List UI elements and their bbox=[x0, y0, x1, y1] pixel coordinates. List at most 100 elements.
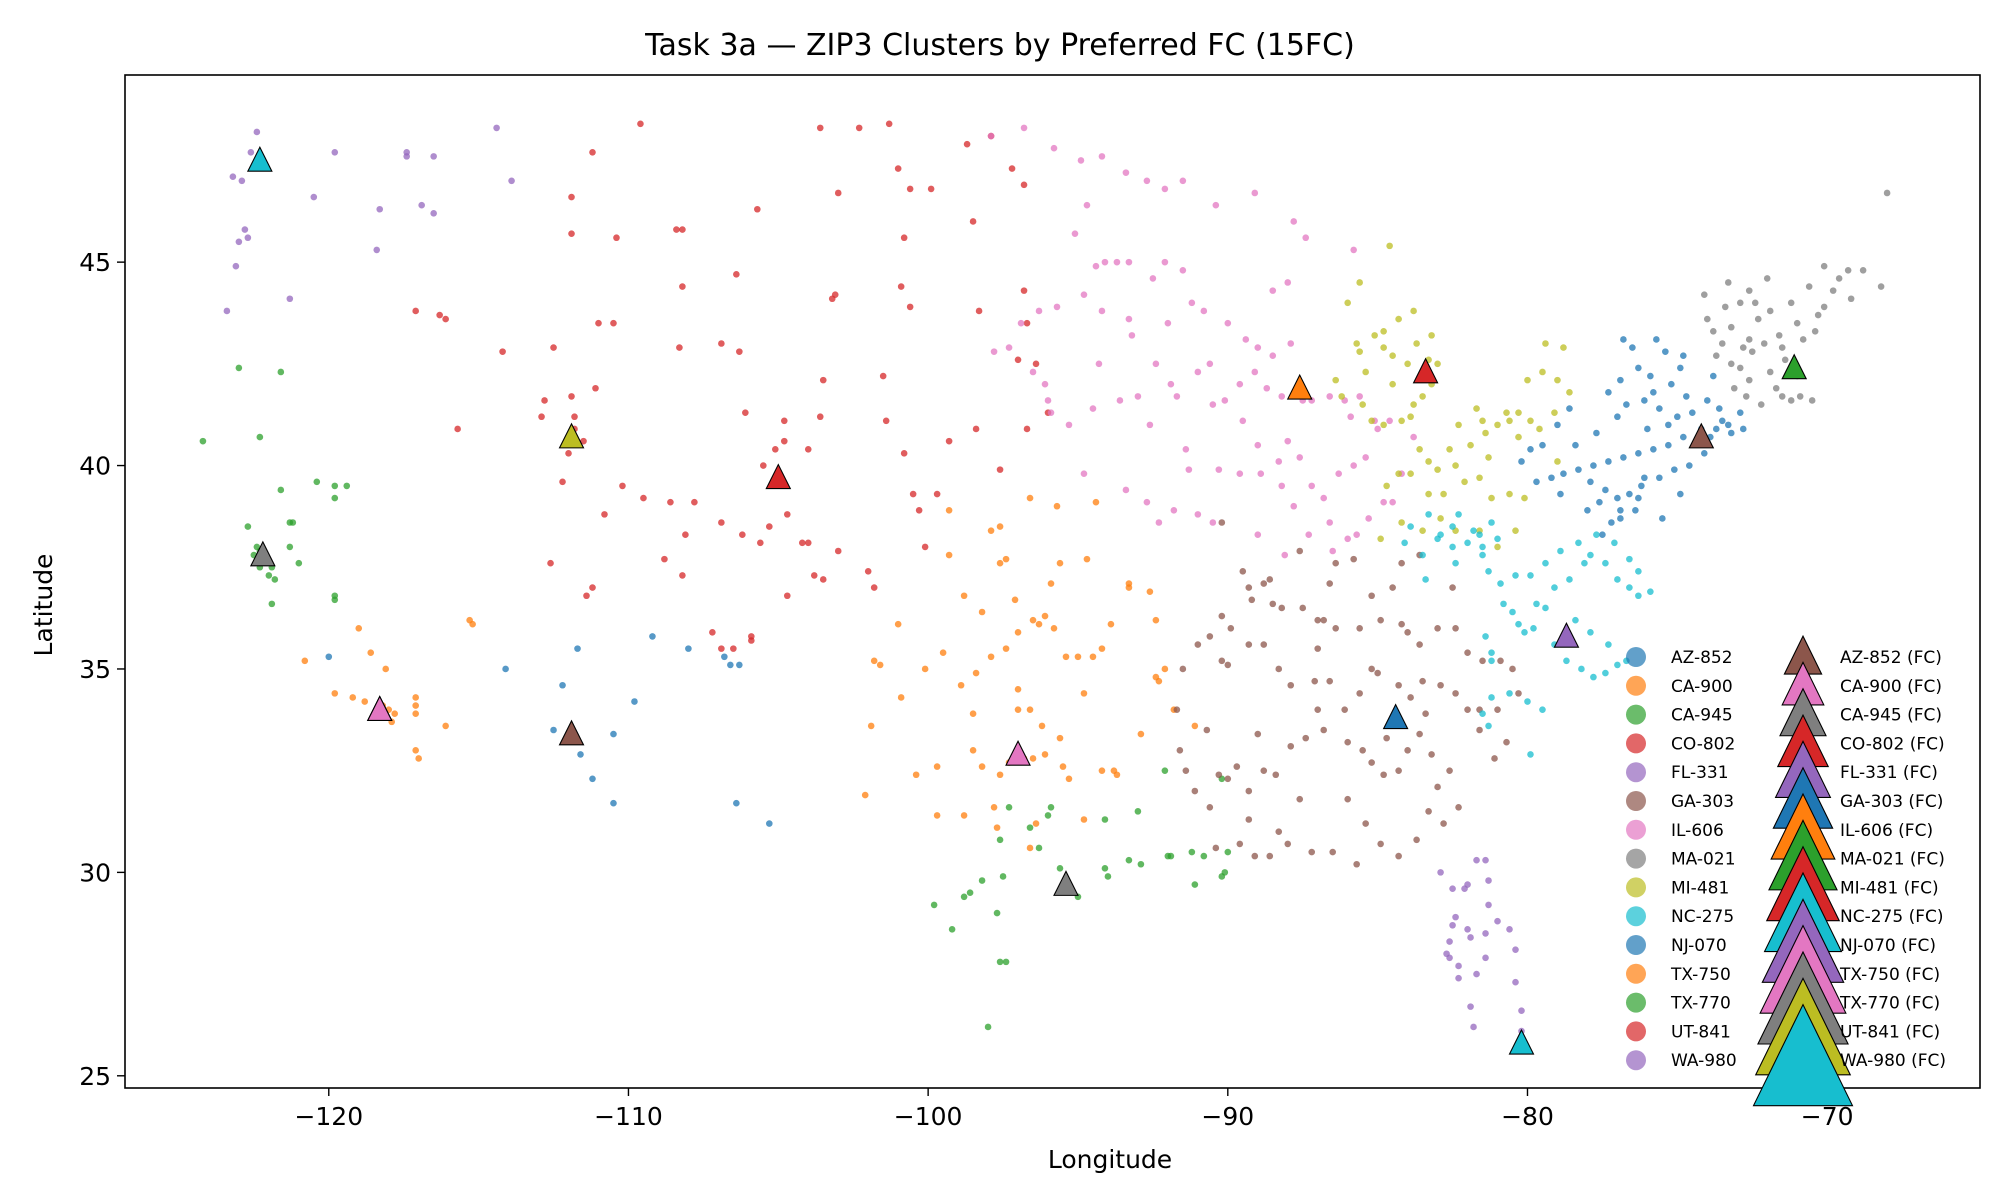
y-tick-label: 45 bbox=[79, 248, 111, 277]
data-point bbox=[244, 523, 252, 530]
data-point bbox=[1380, 771, 1387, 779]
data-point bbox=[906, 185, 914, 193]
legend-label: NC-275 bbox=[1671, 907, 1734, 927]
data-point bbox=[1113, 258, 1121, 266]
data-point bbox=[1572, 616, 1579, 624]
data-point bbox=[718, 519, 725, 526]
data-point bbox=[376, 205, 384, 213]
fc-triangle-marker bbox=[249, 540, 276, 567]
data-point bbox=[1095, 360, 1103, 368]
data-point bbox=[1032, 820, 1040, 827]
data-point bbox=[1434, 783, 1441, 791]
data-point bbox=[235, 364, 243, 372]
data-point bbox=[1008, 165, 1016, 172]
data-point bbox=[921, 543, 929, 551]
legend-label: GA-303 bbox=[1671, 792, 1734, 812]
data-point bbox=[804, 445, 812, 453]
data-point bbox=[1703, 397, 1711, 404]
data-point bbox=[1251, 189, 1259, 197]
data-point bbox=[1437, 531, 1444, 539]
data-point bbox=[1314, 645, 1322, 652]
data-point bbox=[861, 791, 869, 799]
data-point bbox=[1152, 616, 1160, 624]
data-point bbox=[1170, 507, 1178, 514]
legend-label: NJ-070 bbox=[1671, 936, 1727, 956]
data-point bbox=[1092, 498, 1100, 506]
data-point bbox=[679, 226, 686, 233]
data-point bbox=[1437, 681, 1444, 689]
data-point bbox=[1332, 559, 1339, 567]
y-tick-label: 30 bbox=[79, 858, 111, 887]
data-point bbox=[1269, 600, 1277, 608]
data-point bbox=[1026, 844, 1034, 852]
data-point bbox=[1395, 315, 1402, 323]
data-point bbox=[1146, 588, 1154, 595]
data-point bbox=[867, 722, 875, 730]
data-point bbox=[834, 547, 842, 555]
data-point bbox=[1200, 852, 1208, 860]
data-point bbox=[1002, 645, 1010, 652]
data-point bbox=[1665, 421, 1672, 429]
data-point bbox=[235, 238, 243, 246]
data-point bbox=[1485, 722, 1492, 730]
data-point bbox=[1787, 397, 1795, 404]
data-point bbox=[1494, 543, 1501, 551]
data-point bbox=[1425, 490, 1432, 498]
data-point bbox=[1395, 767, 1402, 774]
data-point bbox=[1566, 576, 1573, 583]
data-point bbox=[1650, 389, 1657, 396]
data-point bbox=[1107, 620, 1115, 628]
data-point bbox=[754, 205, 761, 213]
data-point bbox=[1026, 824, 1034, 831]
data-point bbox=[1742, 393, 1750, 400]
data-point bbox=[879, 372, 887, 380]
data-point bbox=[783, 511, 791, 518]
data-point bbox=[1434, 360, 1441, 368]
fc-markers bbox=[246, 146, 1808, 1055]
data-point bbox=[948, 926, 956, 933]
data-point bbox=[1299, 604, 1307, 612]
data-point bbox=[1263, 384, 1271, 392]
data-point bbox=[1575, 466, 1582, 473]
data-point bbox=[1224, 319, 1232, 327]
data-point bbox=[1527, 572, 1534, 579]
data-point bbox=[1083, 555, 1091, 563]
legend-fc-label: UT-841 (FC) bbox=[1840, 1022, 1940, 1042]
data-point bbox=[1224, 775, 1232, 783]
data-point bbox=[1248, 596, 1256, 604]
data-point bbox=[1820, 303, 1828, 311]
data-point bbox=[277, 368, 285, 376]
data-point bbox=[1437, 869, 1444, 876]
data-point bbox=[1709, 328, 1717, 335]
data-point bbox=[310, 193, 318, 201]
data-point bbox=[1056, 559, 1064, 567]
data-point bbox=[1050, 624, 1058, 632]
data-point bbox=[1814, 311, 1822, 319]
data-point bbox=[748, 633, 755, 640]
data-point bbox=[1239, 568, 1247, 575]
data-point bbox=[1284, 437, 1292, 445]
data-point bbox=[1356, 393, 1363, 400]
data-point bbox=[1476, 726, 1483, 734]
data-point bbox=[1554, 376, 1561, 384]
data-point bbox=[1452, 462, 1459, 469]
data-point bbox=[972, 669, 980, 677]
data-point bbox=[1056, 734, 1064, 742]
data-point bbox=[1374, 669, 1381, 677]
data-point bbox=[1182, 767, 1190, 774]
data-point bbox=[757, 539, 764, 547]
data-point bbox=[894, 620, 902, 628]
data-point bbox=[1763, 275, 1771, 282]
data-point bbox=[1329, 848, 1336, 856]
data-point bbox=[1479, 657, 1486, 665]
data-point bbox=[810, 572, 818, 579]
data-point bbox=[798, 539, 806, 547]
data-point bbox=[978, 608, 986, 616]
data-point bbox=[804, 539, 812, 547]
data-point bbox=[1419, 393, 1426, 400]
data-point bbox=[1506, 417, 1513, 425]
fc-triangle-marker bbox=[1005, 739, 1031, 766]
data-point bbox=[984, 1023, 992, 1031]
data-point bbox=[1374, 425, 1381, 433]
data-point bbox=[933, 490, 941, 498]
